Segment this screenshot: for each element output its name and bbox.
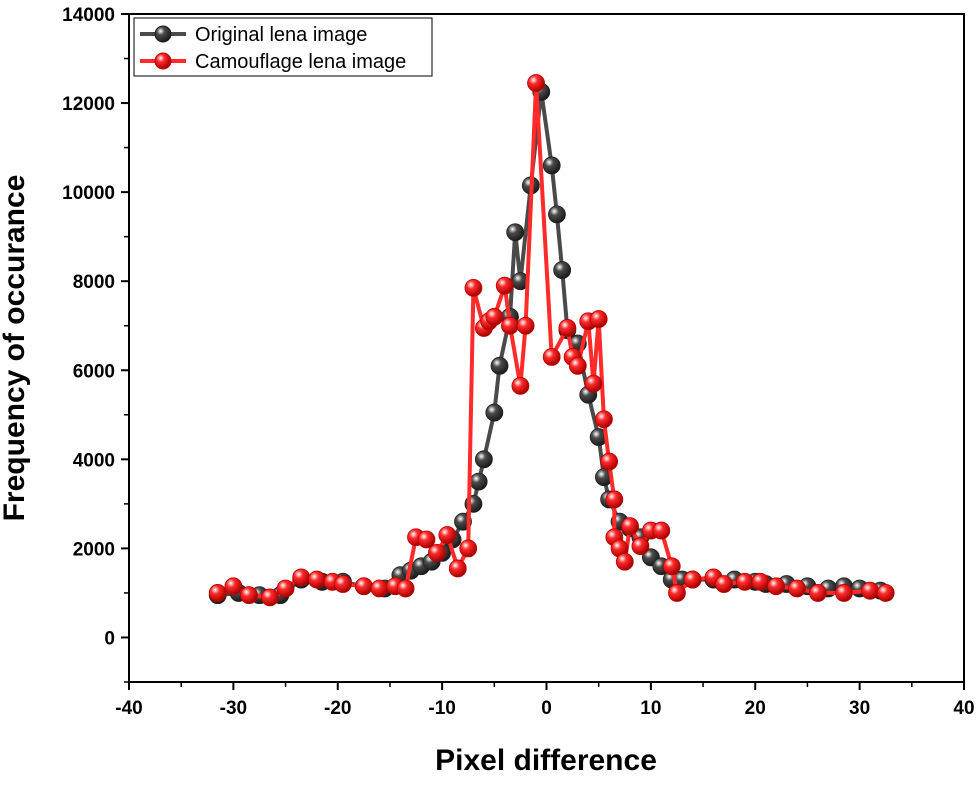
- series-layer: [208, 74, 895, 607]
- data-point: [788, 579, 806, 598]
- data-point: [527, 74, 545, 92]
- data-point: [683, 570, 702, 589]
- data-point: [511, 376, 530, 395]
- data-point: [631, 537, 650, 556]
- x-tick-label: -10: [428, 698, 455, 719]
- y-tick-label: 2000: [73, 539, 115, 560]
- data-point: [438, 526, 457, 544]
- y-tick-label: 10000: [62, 183, 115, 204]
- data-point: [485, 307, 504, 326]
- data-point: [370, 579, 389, 598]
- y-tick-label: 6000: [73, 361, 115, 382]
- x-tick-label: 40: [953, 698, 974, 719]
- x-axis: -40 -30 -20 -10 0 10 20 30 40: [115, 682, 975, 719]
- data-point: [292, 568, 311, 587]
- data-point: [615, 552, 634, 571]
- legend-marker-original: [154, 25, 172, 43]
- data-point: [542, 348, 561, 366]
- y-axis-title: Frequency of occurance: [0, 175, 31, 522]
- data-point: [485, 403, 504, 422]
- legend-box: [133, 17, 433, 77]
- x-tick-label: -30: [220, 698, 247, 719]
- data-point: [767, 577, 786, 596]
- data-point: [448, 559, 467, 578]
- data-point: [605, 490, 624, 509]
- data-point: [600, 452, 619, 471]
- data-point: [464, 278, 483, 297]
- data-point: [261, 588, 279, 607]
- data-point: [808, 584, 827, 602]
- data-point: [474, 450, 493, 469]
- data-point: [495, 276, 514, 295]
- legend-label-original: Original lena image: [195, 24, 367, 46]
- data-point: [428, 543, 446, 562]
- data-point: [621, 517, 639, 536]
- data-point: [876, 584, 895, 602]
- x-tick-label: 30: [849, 698, 870, 719]
- data-point: [417, 530, 436, 549]
- data-point: [751, 572, 770, 591]
- x-tick-label: 20: [745, 698, 766, 719]
- data-point: [652, 521, 671, 540]
- data-point: [835, 584, 853, 602]
- data-point: [553, 261, 572, 279]
- x-tick-label: -20: [324, 698, 351, 719]
- y-tick-label: 12000: [62, 94, 115, 115]
- data-point: [568, 356, 587, 375]
- y-tick-label: 0: [104, 628, 115, 649]
- data-point: [506, 223, 525, 242]
- legend: Original lena image Camouflage lena imag…: [133, 17, 433, 77]
- data-point: [490, 356, 509, 375]
- legend-marker-camouflage: [154, 52, 172, 70]
- data-point: [501, 316, 519, 335]
- data-point: [396, 579, 415, 598]
- series-camouflage: [208, 74, 895, 607]
- legend-label-camouflage: Camouflage lena image: [195, 51, 406, 73]
- data-point: [240, 586, 258, 605]
- data-point: [558, 319, 577, 337]
- data-point: [516, 316, 535, 335]
- y-axis: 0 2000 4000 6000 8000 10000 12000 14000: [62, 5, 129, 683]
- data-point: [276, 579, 295, 598]
- x-tick-label: 10: [640, 698, 661, 719]
- data-point: [715, 575, 733, 593]
- x-tick-label: 0: [541, 698, 552, 719]
- data-point: [469, 472, 488, 491]
- y-tick-label: 4000: [73, 450, 115, 471]
- data-point: [224, 577, 243, 596]
- data-point: [354, 577, 373, 596]
- data-point: [459, 539, 478, 558]
- data-point: [589, 310, 608, 328]
- y-tick-label: 8000: [73, 272, 115, 293]
- data-point: [208, 584, 227, 602]
- data-point: [861, 581, 879, 600]
- data-point: [735, 572, 754, 591]
- y-tick-label: 14000: [62, 5, 115, 26]
- data-point: [595, 410, 613, 429]
- x-axis-title: Pixel difference: [435, 744, 657, 777]
- data-point: [334, 575, 352, 593]
- data-point: [584, 374, 603, 393]
- data-point: [662, 557, 681, 576]
- data-point: [548, 205, 566, 224]
- data-point: [668, 584, 686, 602]
- data-point: [307, 570, 326, 589]
- x-tick-label: -40: [115, 698, 142, 719]
- data-point: [542, 156, 561, 175]
